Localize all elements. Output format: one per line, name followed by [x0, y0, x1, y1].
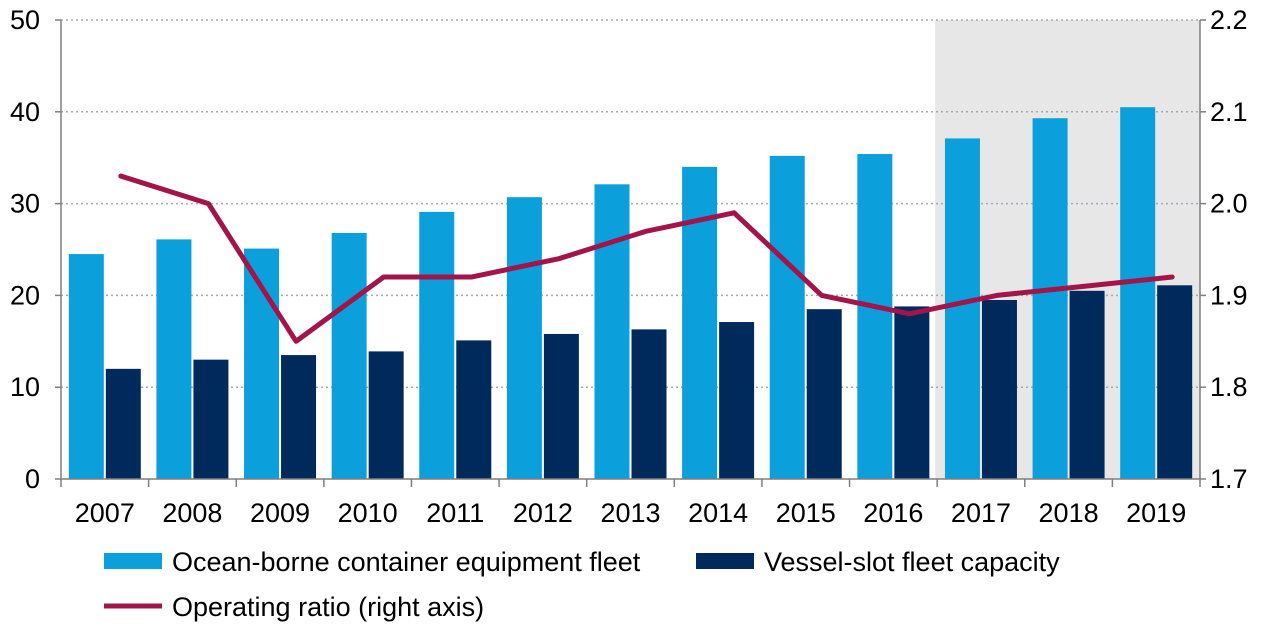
bar-vessel-slot-2008	[193, 360, 228, 479]
bar-container-equipment-2007	[69, 254, 104, 479]
x-tick-label: 2015	[776, 498, 836, 528]
legend-label-vessel-slot: Vessel-slot fleet capacity	[764, 547, 1060, 577]
bar-vessel-slot-2009	[281, 355, 316, 479]
bar-container-equipment-2016	[857, 154, 892, 479]
bar-container-equipment-2012	[507, 197, 542, 479]
x-tick-label: 2019	[1126, 498, 1186, 528]
bar-vessel-slot-2011	[456, 340, 491, 479]
bar-container-equipment-2008	[156, 239, 191, 479]
left-tick-label: 10	[10, 372, 40, 402]
bar-vessel-slot-2019	[1157, 285, 1192, 479]
x-tick-label: 2007	[75, 498, 135, 528]
right-tick-label: 2.0	[1210, 189, 1248, 219]
legend: Ocean-borne container equipment fleet Ves…	[104, 547, 1060, 622]
bar-container-equipment-2013	[595, 184, 630, 479]
x-tick-label: 2014	[688, 498, 748, 528]
left-tick-label: 0	[25, 464, 40, 494]
right-tick-label: 2.1	[1210, 97, 1248, 127]
x-tick-label: 2016	[863, 498, 923, 528]
left-tick-label: 30	[10, 189, 40, 219]
bar-container-equipment-2019	[1120, 107, 1155, 479]
legend-swatch-vessel-slot	[696, 553, 754, 569]
x-tick-label: 2008	[162, 498, 222, 528]
x-tick-label: 2018	[1039, 498, 1099, 528]
bar-vessel-slot-2016	[894, 306, 929, 479]
right-tick-label: 2.2	[1210, 5, 1248, 35]
bar-container-equipment-2014	[682, 167, 717, 479]
bar-container-equipment-2010	[332, 233, 367, 479]
right-tick-label: 1.8	[1210, 372, 1248, 402]
bar-vessel-slot-2017	[982, 300, 1017, 479]
bar-container-equipment-2011	[419, 212, 454, 479]
bar-vessel-slot-2014	[719, 322, 754, 479]
legend-swatch-container-equipment	[104, 553, 162, 569]
bar-container-equipment-2017	[945, 138, 980, 479]
x-tick-label: 2013	[600, 498, 660, 528]
bar-vessel-slot-2012	[544, 334, 579, 479]
bar-container-equipment-2018	[1033, 118, 1068, 479]
bar-vessel-slot-2007	[106, 369, 141, 479]
right-tick-label: 1.9	[1210, 280, 1248, 310]
bar-container-equipment-2015	[770, 156, 805, 479]
bar-vessel-slot-2015	[807, 309, 842, 479]
x-tick-label: 2010	[338, 498, 398, 528]
left-tick-label: 20	[10, 280, 40, 310]
left-tick-label: 50	[10, 5, 40, 35]
left-tick-label: 40	[10, 97, 40, 127]
bar-vessel-slot-2010	[369, 351, 404, 479]
x-tick-label: 2009	[250, 498, 310, 528]
right-tick-label: 1.7	[1210, 464, 1248, 494]
x-tick-label: 2012	[513, 498, 573, 528]
legend-label-container-equipment: Ocean-borne container equipment fleet	[172, 547, 641, 577]
x-tick-label: 2011	[426, 498, 484, 528]
x-tick-label: 2017	[951, 498, 1011, 528]
bar-vessel-slot-2013	[632, 329, 667, 479]
legend-label-operating-ratio: Operating ratio (right axis)	[172, 592, 484, 622]
bar-vessel-slot-2018	[1070, 291, 1105, 479]
